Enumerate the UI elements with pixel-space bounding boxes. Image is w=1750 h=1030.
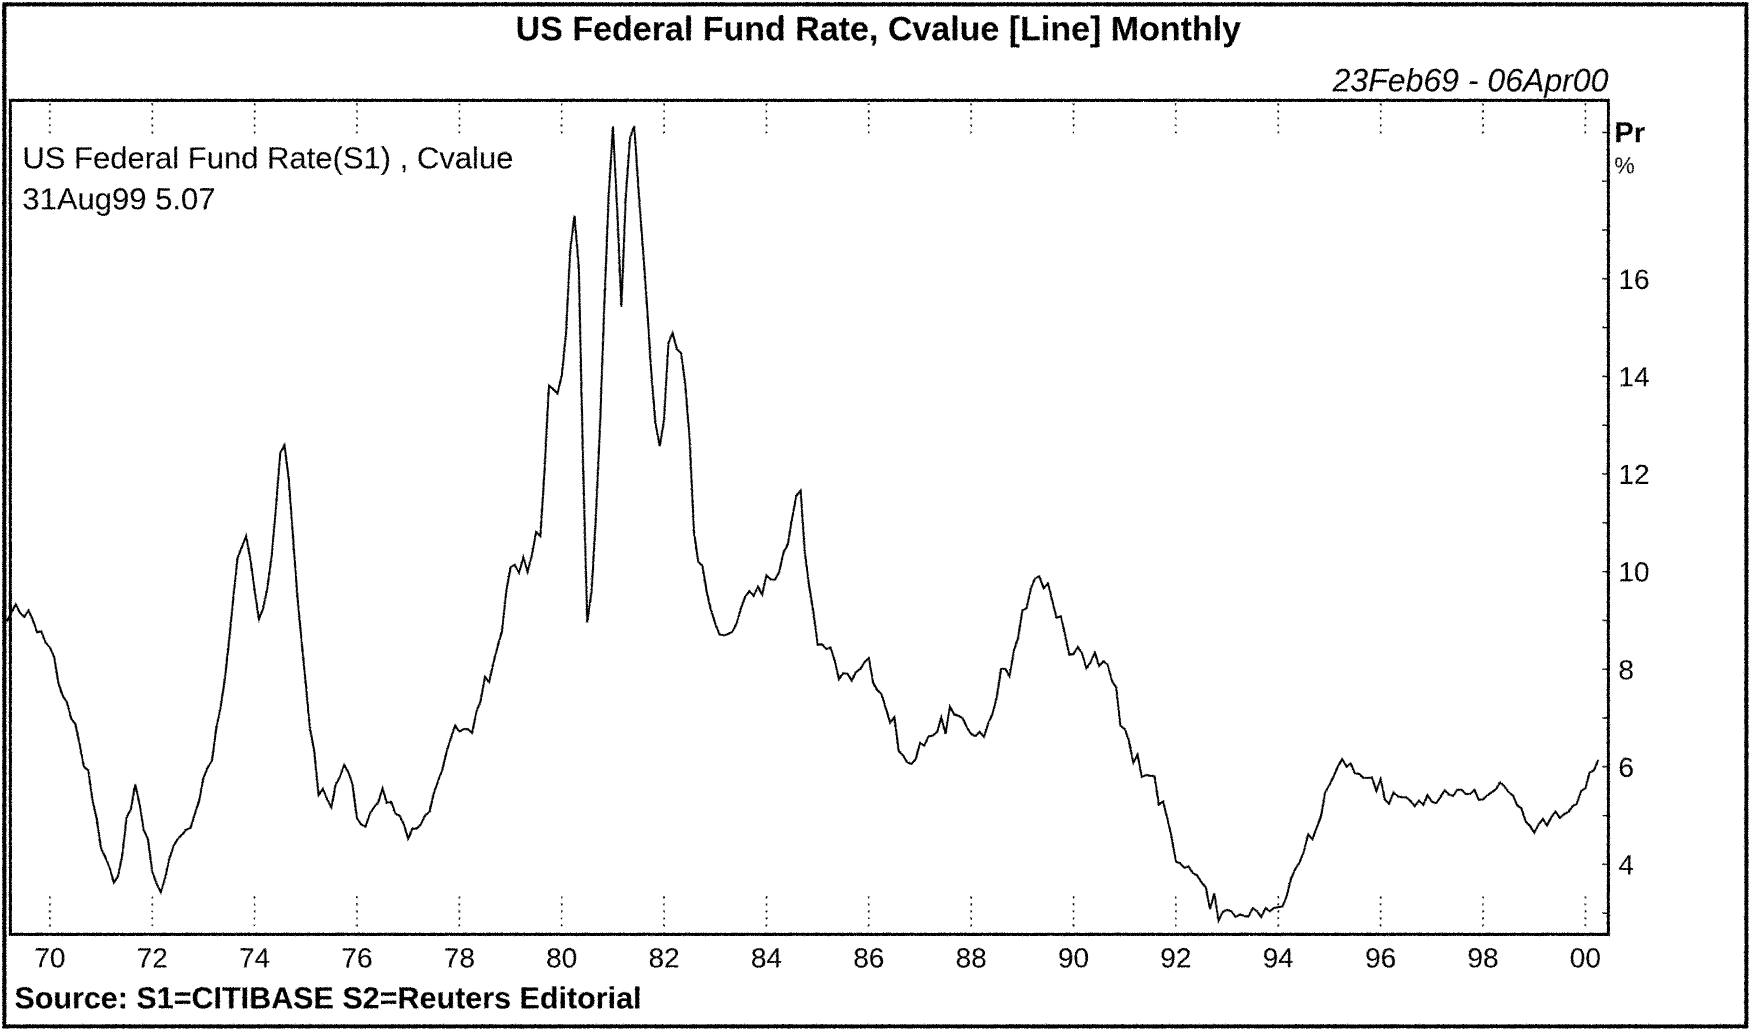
svg-text:00: 00 — [1569, 942, 1600, 973]
svg-text:70: 70 — [34, 942, 65, 973]
svg-text:14: 14 — [1618, 361, 1649, 392]
svg-text:US Federal Fund Rate(S1) , Cva: US Federal Fund Rate(S1) , Cvalue — [22, 140, 513, 175]
svg-text:86: 86 — [853, 942, 884, 973]
svg-text:88: 88 — [955, 942, 986, 973]
svg-text:94: 94 — [1262, 942, 1293, 973]
svg-text:Pr: Pr — [1614, 117, 1645, 149]
svg-text:Source: S1=CITIBASE S2=Reuters: Source: S1=CITIBASE S2=Reuters Editorial — [14, 981, 641, 1015]
svg-text:84: 84 — [751, 942, 782, 973]
svg-text:92: 92 — [1160, 942, 1191, 973]
svg-text:76: 76 — [341, 942, 372, 973]
svg-text:16: 16 — [1618, 263, 1649, 294]
svg-text:72: 72 — [136, 942, 167, 973]
svg-text:US Federal Fund Rate, Cvalue [: US Federal Fund Rate, Cvalue [Line] Mont… — [515, 10, 1240, 48]
svg-text:80: 80 — [546, 942, 577, 973]
svg-text:82: 82 — [648, 942, 679, 973]
svg-text:23Feb69 - 06Apr00: 23Feb69 - 06Apr00 — [1331, 62, 1608, 98]
svg-text:96: 96 — [1365, 942, 1396, 973]
svg-text:10: 10 — [1618, 556, 1649, 587]
svg-text:98: 98 — [1467, 942, 1498, 973]
svg-text:74: 74 — [239, 942, 270, 973]
svg-text:78: 78 — [443, 942, 474, 973]
svg-text:4: 4 — [1618, 849, 1634, 880]
svg-text:90: 90 — [1058, 942, 1089, 973]
svg-text:8: 8 — [1618, 654, 1634, 685]
svg-text:6: 6 — [1618, 751, 1634, 782]
svg-text:%: % — [1614, 152, 1634, 178]
svg-text:31Aug99 5.07: 31Aug99 5.07 — [22, 181, 215, 216]
svg-text:12: 12 — [1618, 459, 1649, 490]
